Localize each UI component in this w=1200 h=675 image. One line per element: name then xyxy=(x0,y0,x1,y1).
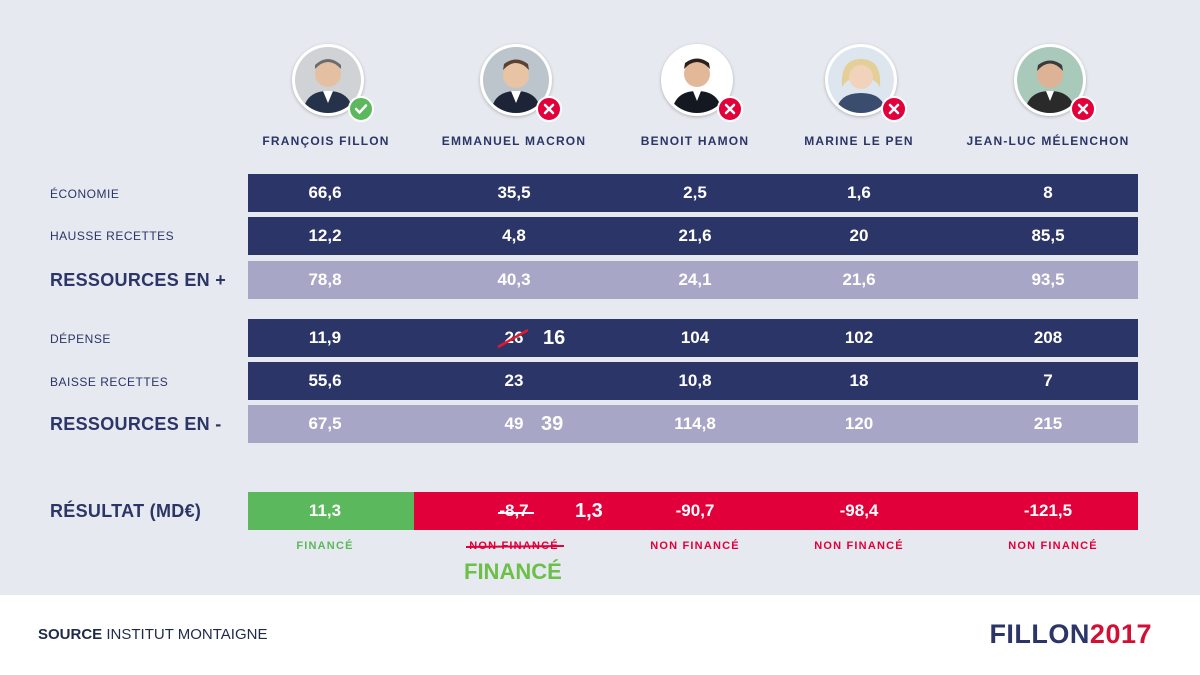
row-label-baisse-recettes: BAISSE RECETTES xyxy=(50,375,169,389)
candidate-hamon: BENOIT HAMON xyxy=(595,44,795,154)
value-cell: 1,6 xyxy=(847,183,871,202)
value-cell: 35,5 xyxy=(497,183,531,202)
row-label-ressources-plus: RESSOURCES EN + xyxy=(50,270,227,290)
status-label: NON FINANCÉ xyxy=(1008,540,1098,552)
value-cell: 67,5 xyxy=(308,414,342,433)
result-value: 11,3 xyxy=(308,501,342,520)
value-cell: 208 xyxy=(1033,328,1063,347)
candidate-photo xyxy=(825,44,897,116)
row-label-ressources-moins: RESSOURCES EN - xyxy=(50,414,222,434)
row-label-resultat: RÉSULTAT (MD€) xyxy=(50,501,202,521)
value-cell: 21,6 xyxy=(842,270,876,289)
value-cell: 11,9 xyxy=(308,328,342,347)
value-cell: 114,8 xyxy=(674,414,716,433)
value-cell: 8 xyxy=(1043,183,1053,202)
value-cell: 21,6 xyxy=(678,226,712,245)
row-label-economie: ÉCONOMIE xyxy=(50,187,120,201)
cross-icon xyxy=(717,96,743,122)
value-cell: 215 xyxy=(1033,414,1063,433)
value-cell-struck: 26 xyxy=(504,328,524,347)
source-name: INSTITUT MONTAIGNE xyxy=(106,626,268,643)
value-cell: 49 xyxy=(504,414,524,433)
row-bar-ressources-plus: 78,8 40,3 24,1 21,6 93,5 xyxy=(248,261,1138,299)
row-label-hausse-recettes: HAUSSE RECETTES xyxy=(50,229,175,243)
status-label: NON FINANCÉ xyxy=(814,540,904,552)
value-cell: 7 xyxy=(1043,371,1053,390)
correction-value: 39 xyxy=(541,412,564,435)
value-cell: 93,5 xyxy=(1031,270,1065,289)
value-cell: 18 xyxy=(849,371,869,390)
brand-logo: FILLON2017 xyxy=(989,619,1152,650)
status-label: FINANCÉ xyxy=(296,540,354,552)
result-value: -98,4 xyxy=(839,501,879,520)
row-bar-baisse-recettes: 55,6 23 10,8 18 7 xyxy=(248,362,1138,400)
candidate-fillon: FRANÇOIS FILLON xyxy=(226,44,426,154)
row-bar-economie: 66,6 35,5 2,5 1,6 8 xyxy=(248,174,1138,212)
result-value-struck: -8,7 xyxy=(499,501,529,520)
row-label-depense: DÉPENSE xyxy=(50,332,111,346)
value-cell: 23 xyxy=(504,371,524,390)
candidate-name: EMMANUEL MACRON xyxy=(441,134,587,148)
footer xyxy=(0,595,1200,675)
status-label: NON FINANCÉ xyxy=(650,540,740,552)
value-cell: 120 xyxy=(844,414,874,433)
value-cell: 10,8 xyxy=(678,371,712,390)
cross-icon xyxy=(1070,96,1096,122)
row-bar-ressources-moins: 67,5 49 39 114,8 120 215 xyxy=(248,405,1138,443)
value-cell: 78,8 xyxy=(308,270,342,289)
value-cell: 40,3 xyxy=(497,270,531,289)
correction-value: 16 xyxy=(543,326,566,349)
check-icon xyxy=(348,96,374,122)
result-value: -121,5 xyxy=(1023,501,1073,520)
cross-icon xyxy=(536,96,562,122)
result-bar-unfinanced xyxy=(414,492,1138,530)
brand-part2: 2017 xyxy=(1089,619,1152,649)
result-value: -90,7 xyxy=(675,501,715,520)
source-label: SOURCE xyxy=(38,626,103,643)
correction-value: 1,3 xyxy=(575,499,603,522)
value-cell: 104 xyxy=(680,328,710,347)
row-bar-depense: 11,9 26 16 104 102 208 xyxy=(248,319,1138,357)
value-cell: 12,2 xyxy=(308,226,342,245)
candidate-name: JEAN-LUC MÉLENCHON xyxy=(966,134,1130,148)
candidate-macron: EMMANUEL MACRON xyxy=(414,44,614,154)
value-cell: 66,6 xyxy=(308,183,342,202)
value-cell: 20 xyxy=(849,226,869,245)
value-cell: 85,5 xyxy=(1031,226,1065,245)
source-line: SOURCE INSTITUT MONTAIGNE xyxy=(38,626,267,643)
value-cell: 4,8 xyxy=(502,226,526,245)
candidate-name: MARINE LE PEN xyxy=(804,134,914,148)
candidate-lepen: MARINE LE PEN xyxy=(759,44,959,154)
candidate-name: FRANÇOIS FILLON xyxy=(262,134,390,148)
value-cell: 55,6 xyxy=(308,371,342,390)
value-cell: 2,5 xyxy=(683,183,707,202)
macron-status-correction: FINANCÉ xyxy=(464,559,562,584)
status-label-struck: NON FINANCÉ xyxy=(469,540,559,552)
candidate-name: BENOIT HAMON xyxy=(640,134,750,148)
result-bar-financed xyxy=(248,492,414,530)
row-bar-hausse-recettes: 12,2 4,8 21,6 20 85,5 xyxy=(248,217,1138,255)
value-cell: 24,1 xyxy=(678,270,712,289)
value-cell: 102 xyxy=(844,328,874,347)
brand-part1: FILLON xyxy=(989,619,1090,649)
cross-icon xyxy=(881,96,907,122)
candidate-melenchon: JEAN-LUC MÉLENCHON xyxy=(948,44,1148,154)
